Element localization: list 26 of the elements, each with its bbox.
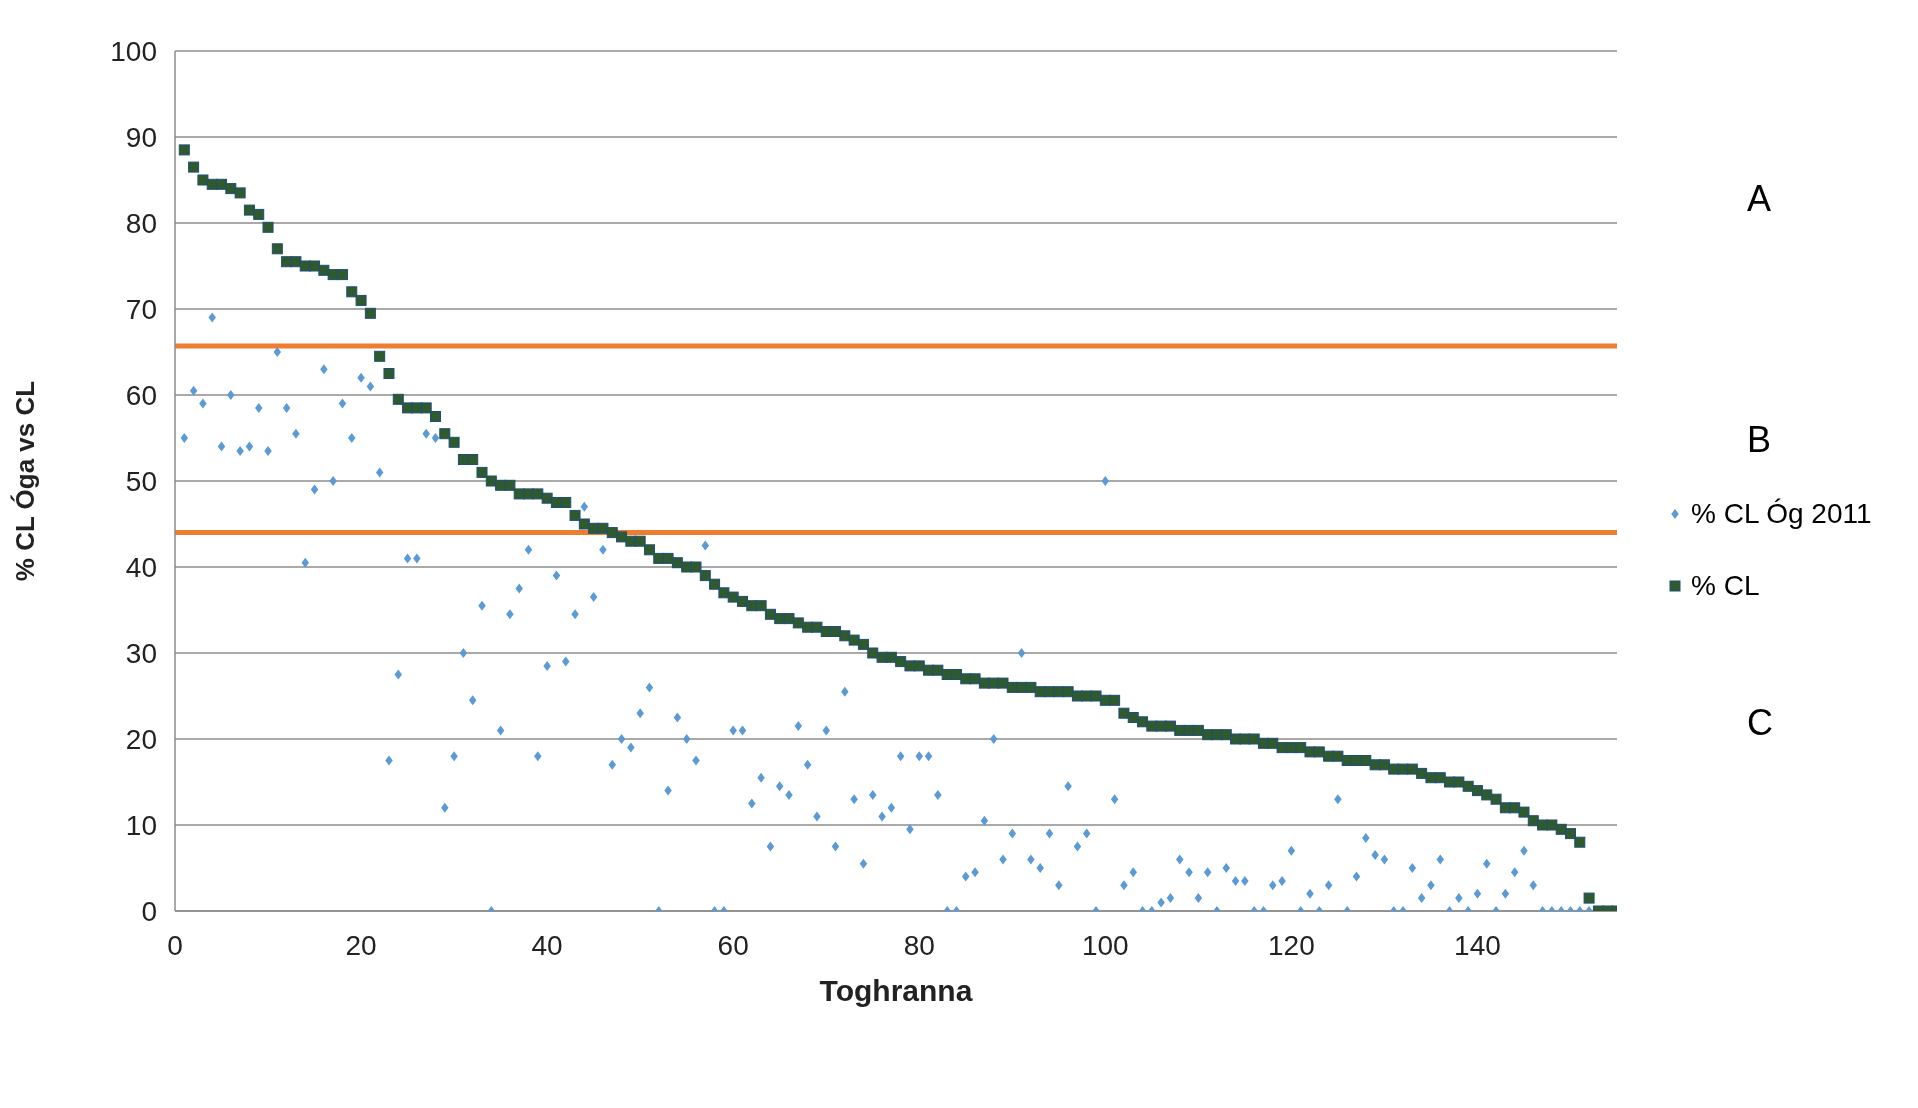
- x-tick-label: 40: [531, 929, 563, 961]
- legend-label: % CL: [1691, 570, 1760, 603]
- text: A: [1747, 178, 1772, 221]
- y-tick-label: 80: [125, 207, 157, 239]
- x-tick-label: 60: [717, 929, 749, 961]
- x-tick-label: 100: [1081, 929, 1129, 961]
- x-axis-title: Toghranna: [819, 974, 973, 1007]
- text: C: [1747, 701, 1773, 744]
- y-axis-title: % CL Óga vs CL: [10, 380, 41, 582]
- y-tick-label: 40: [125, 551, 157, 583]
- x-tick-label: 120: [1268, 929, 1315, 961]
- x-tick-label: 0: [167, 929, 183, 961]
- y-tick-label: 50: [125, 465, 157, 497]
- x-tick-label: 80: [903, 929, 935, 961]
- y-tick-label: 0: [141, 895, 157, 927]
- y-tick-label: 90: [125, 121, 157, 153]
- y-tick-label: 100: [110, 35, 157, 67]
- y-tick-label: 10: [125, 809, 157, 841]
- y-tick-label: 70: [125, 293, 157, 325]
- text: B: [1747, 419, 1772, 462]
- y-tick-label: 30: [125, 637, 157, 669]
- y-tick-label: 60: [125, 379, 157, 411]
- y-tick-label: 20: [125, 723, 157, 755]
- x-tick-label: 20: [345, 929, 377, 961]
- x-tick-label: 140: [1454, 929, 1501, 961]
- legend-label: % CL Óg 2011: [1691, 498, 1872, 531]
